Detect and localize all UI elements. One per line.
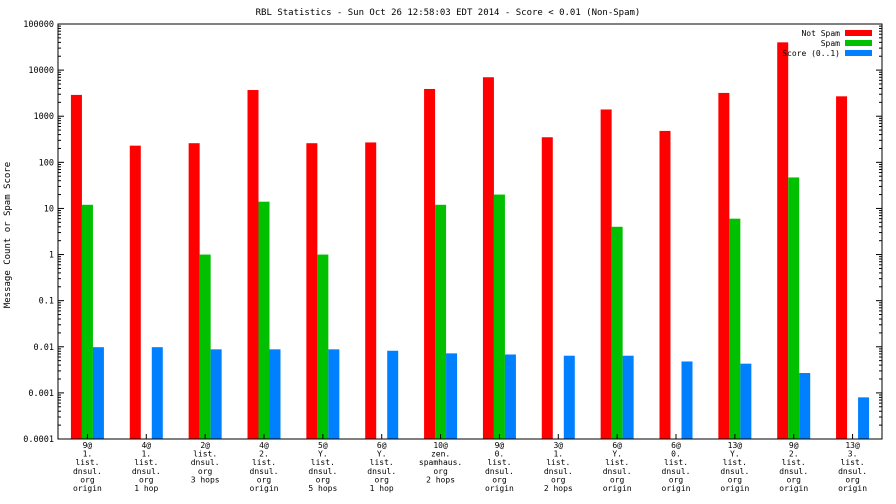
x-tick-label: 2@ list. dnsul. org 3 hops bbox=[191, 441, 220, 484]
bar-score-0-1 bbox=[563, 355, 575, 439]
bar-score-0-1 bbox=[446, 353, 458, 439]
legend-swatch bbox=[845, 40, 872, 46]
bar-not-spam bbox=[777, 42, 789, 439]
x-tick-label: 9@ 1. list. dnsul. org origin bbox=[73, 441, 102, 493]
bar-not-spam bbox=[247, 90, 259, 439]
bar-score-0-1 bbox=[858, 397, 870, 439]
bar-not-spam bbox=[129, 145, 141, 439]
bar-spam bbox=[258, 201, 270, 439]
x-tick-label: 4@ 2. list. dnsul. org origin bbox=[250, 441, 279, 493]
bar-score-0-1 bbox=[210, 349, 222, 439]
y-tick-label: 0.001 bbox=[28, 389, 54, 399]
bar-spam bbox=[788, 177, 800, 440]
bar-not-spam bbox=[424, 88, 436, 439]
x-tick-label: 6@ Y. list. dnsul. org 1 hop bbox=[367, 441, 396, 493]
legend-label: Spam bbox=[821, 39, 840, 48]
y-tick-label: 10000 bbox=[28, 66, 54, 76]
y-tick-label: 0.01 bbox=[34, 343, 54, 353]
bar-not-spam bbox=[718, 92, 730, 439]
bar-not-spam bbox=[365, 142, 377, 439]
x-tick-label: 3@ 1. list. dnsul. org 2 hops bbox=[544, 441, 573, 493]
bar-spam bbox=[81, 204, 93, 439]
y-tick-label: 1000 bbox=[34, 112, 54, 122]
bar-score-0-1 bbox=[504, 354, 516, 439]
bar-score-0-1 bbox=[269, 349, 281, 439]
bar-spam bbox=[199, 254, 211, 439]
bar-spam bbox=[493, 194, 505, 439]
bars-layer bbox=[70, 42, 870, 440]
x-tick-label: 9@ 0. list. dnsul. org origin bbox=[485, 441, 514, 493]
bar-spam bbox=[611, 226, 623, 439]
bar-spam bbox=[317, 254, 329, 439]
bar-spam bbox=[435, 204, 447, 439]
y-tick-label: 100 bbox=[39, 158, 54, 168]
x-tick-label: 6@ Y. list. dnsul. org origin bbox=[603, 441, 632, 493]
bar-not-spam bbox=[836, 96, 848, 440]
legend-swatch bbox=[845, 50, 872, 56]
bar-score-0-1 bbox=[92, 347, 104, 439]
bar-not-spam bbox=[541, 137, 553, 439]
bar-score-0-1 bbox=[151, 347, 163, 439]
x-tick-label: 10@ zen. spamhaus. org 2 hops bbox=[419, 441, 462, 484]
x-tick-label: 13@ 3. list. dnsul. org origin bbox=[838, 441, 867, 493]
bar-not-spam bbox=[482, 77, 494, 439]
y-tick-label: 0.1 bbox=[39, 297, 54, 307]
axis-layer: 0.0001 0.001 0.01 0.1 1 10 100 1000 10000 100000 9… bbox=[23, 20, 883, 493]
chart-title: RBL Statistics - Sun Oct 26 12:58:03 EDT… bbox=[256, 8, 641, 18]
bar-not-spam bbox=[306, 143, 318, 439]
y-tick-label: 100000 bbox=[23, 20, 54, 30]
plot-frame bbox=[57, 23, 883, 440]
x-tick-label: 9@ 2. list. dnsul. org origin bbox=[779, 441, 808, 493]
y-tick-label: 1 bbox=[49, 251, 54, 261]
bar-score-0-1 bbox=[622, 355, 634, 439]
x-tick-label: 4@ 1. list. dnsul. org 1 hop bbox=[132, 441, 161, 493]
legend-swatch bbox=[845, 30, 872, 36]
y-tick-label: 0.0001 bbox=[23, 435, 54, 445]
bar-not-spam bbox=[600, 109, 612, 439]
bar-score-0-1 bbox=[328, 349, 340, 439]
bar-score-0-1 bbox=[799, 372, 811, 439]
x-tick-label: 13@ Y. list. dnsul. org origin bbox=[720, 441, 749, 493]
bar-score-0-1 bbox=[387, 350, 399, 439]
x-tick-label: 6@ 0. list. dnsul. org origin bbox=[662, 441, 691, 493]
bar-score-0-1 bbox=[681, 361, 693, 439]
bar-spam bbox=[729, 218, 741, 439]
legend-label: Not Spam bbox=[801, 29, 840, 38]
bar-score-0-1 bbox=[740, 363, 752, 439]
bar-not-spam bbox=[70, 94, 82, 439]
x-tick-label: 5@ Y. list. dnsul. org 5 hops bbox=[308, 441, 337, 493]
y-tick-label: 10 bbox=[44, 204, 54, 214]
bar-not-spam bbox=[188, 143, 200, 439]
bar-not-spam bbox=[659, 130, 671, 440]
y-axis-label: Message Count or Spam Score bbox=[3, 162, 13, 308]
legend-label: Score (0..1) bbox=[782, 49, 840, 58]
